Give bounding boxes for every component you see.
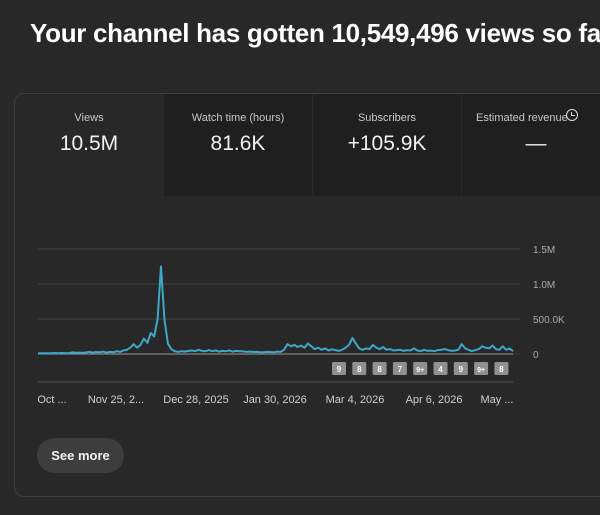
metric-tab-estimated-revenue[interactable]: Estimated revenue — [462, 94, 600, 196]
metric-label: Watch time (hours) [191, 112, 285, 124]
metric-value: 10.5M [59, 132, 119, 155]
metric-tab-views[interactable]: Views 10.5M [15, 94, 163, 196]
event-marker[interactable]: 7 [392, 362, 407, 375]
event-marker[interactable]: 9+ [413, 362, 428, 375]
metric-value: — [525, 132, 547, 155]
series-line-views [37, 265, 514, 355]
marker-label: 9+ [477, 367, 485, 374]
marker-label: 9 [337, 365, 342, 374]
x-tick-label: May ... [480, 394, 513, 406]
y-tick-label: 1.5M [533, 245, 555, 256]
page-title: Your channel has gotten 10,549,496 views… [30, 18, 600, 48]
marker-label: 8 [377, 365, 382, 374]
chart-grid [38, 248, 520, 355]
event-marker[interactable]: 8 [372, 362, 387, 375]
marker-box [352, 362, 367, 375]
marker-box [413, 362, 428, 375]
marker-label: 9+ [416, 367, 424, 374]
x-tick-label: Nov 25, 2... [88, 394, 144, 406]
metric-tabs: Views 10.5M Watch time (hours) 81.6K Sub… [15, 94, 600, 196]
marker-box [453, 362, 468, 375]
x-tick-label: Jan 30, 2026 [243, 394, 307, 406]
y-tick-label: 1.0M [533, 280, 555, 291]
metric-value: 81.6K [210, 132, 266, 155]
clock-icon[interactable] [566, 109, 578, 121]
metric-value: +105.9K [347, 132, 427, 155]
chart-series [37, 265, 514, 355]
x-tick-label: Dec 28, 2025 [163, 394, 228, 406]
chart-markers: 9 8 8 7 9+ 4 9 9+ 8 [332, 362, 509, 375]
x-tick-label: Apr 6, 2026 [406, 394, 463, 406]
marker-label: 4 [438, 365, 443, 374]
analytics-card: Views 10.5M Watch time (hours) 81.6K Sub… [14, 93, 600, 497]
marker-box [433, 362, 448, 375]
marker-box [474, 362, 489, 375]
marker-box [392, 362, 407, 375]
see-more-button[interactable]: See more [37, 438, 124, 473]
event-marker[interactable]: 8 [494, 362, 509, 375]
metric-label: Subscribers [357, 112, 417, 124]
x-tick-label: Mar 4, 2026 [326, 394, 385, 406]
event-marker[interactable]: 9 [453, 362, 468, 375]
y-axis-ticks: 1.5M 1.0M 500.0K 0 [533, 245, 565, 361]
marker-label: 7 [398, 365, 403, 374]
metric-tab-watch-time[interactable]: Watch time (hours) 81.6K [164, 94, 312, 196]
metric-label: Views [74, 112, 104, 124]
metric-label: Estimated revenue [476, 112, 568, 124]
y-tick-label: 500.0K [533, 315, 565, 326]
marker-label: 8 [499, 365, 504, 374]
event-marker[interactable]: 9+ [474, 362, 489, 375]
event-marker[interactable]: 8 [352, 362, 367, 375]
metric-tab-subscribers[interactable]: Subscribers +105.9K [313, 94, 461, 196]
x-tick-label: Oct ... [37, 394, 66, 406]
y-tick-label: 0 [533, 350, 539, 361]
marker-label: 9 [459, 365, 464, 374]
marker-box [372, 362, 387, 375]
event-marker[interactable]: 4 [433, 362, 448, 375]
marker-box [332, 362, 346, 375]
x-axis: Oct ... Nov 25, 2... Dec 28, 2025 Jan 30, 2… [37, 381, 514, 406]
marker-label: 8 [357, 365, 362, 374]
marker-box [494, 362, 509, 375]
event-marker[interactable]: 9 [332, 362, 346, 375]
